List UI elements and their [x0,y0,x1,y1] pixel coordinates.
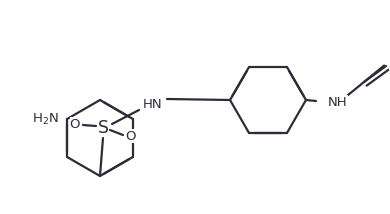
Text: O: O [389,56,390,70]
Text: S: S [98,119,108,137]
Text: NH: NH [328,95,347,108]
Text: O: O [70,117,80,131]
Text: H$_2$N: H$_2$N [32,111,59,126]
Text: HN: HN [143,98,163,110]
Text: O: O [126,129,136,143]
